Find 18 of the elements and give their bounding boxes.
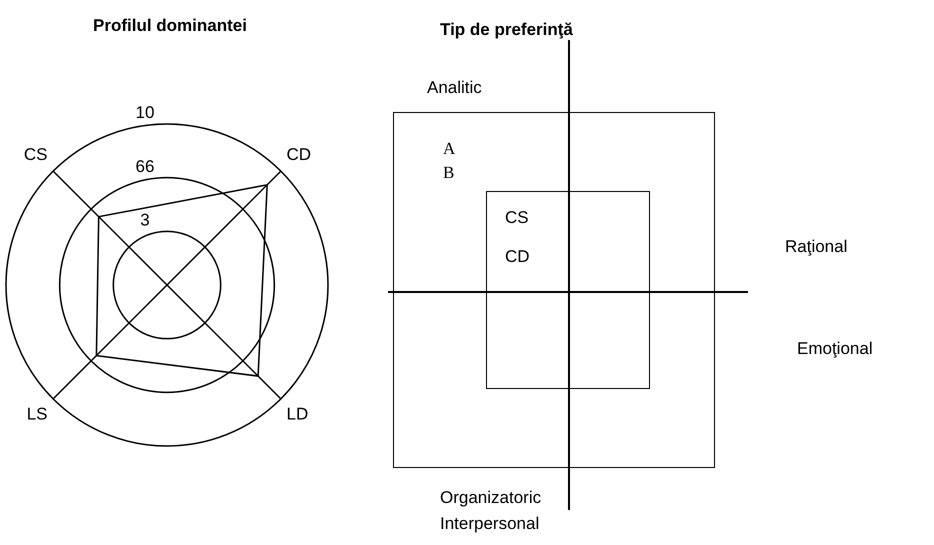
text: B xyxy=(443,163,454,183)
spoke-label: CD xyxy=(286,144,312,164)
text: Emoţional xyxy=(797,339,873,359)
text: Raţional xyxy=(785,237,848,257)
text: CS xyxy=(505,208,529,228)
spoke-label: CS xyxy=(24,144,48,164)
text: Interpersonal xyxy=(440,514,540,534)
spoke-label: LD xyxy=(286,404,308,424)
text: Organizatoric xyxy=(440,488,542,508)
text: 10 xyxy=(136,103,154,122)
chart-title: Profilul dominantei xyxy=(92,16,248,36)
text: A xyxy=(443,139,456,159)
spoke-label: LS xyxy=(26,404,48,424)
text: 66 xyxy=(136,156,154,176)
text: 3 xyxy=(140,210,150,230)
text: Tip de preferinţă xyxy=(440,20,573,40)
text: CD xyxy=(505,247,530,267)
text: Analitic xyxy=(427,78,482,98)
